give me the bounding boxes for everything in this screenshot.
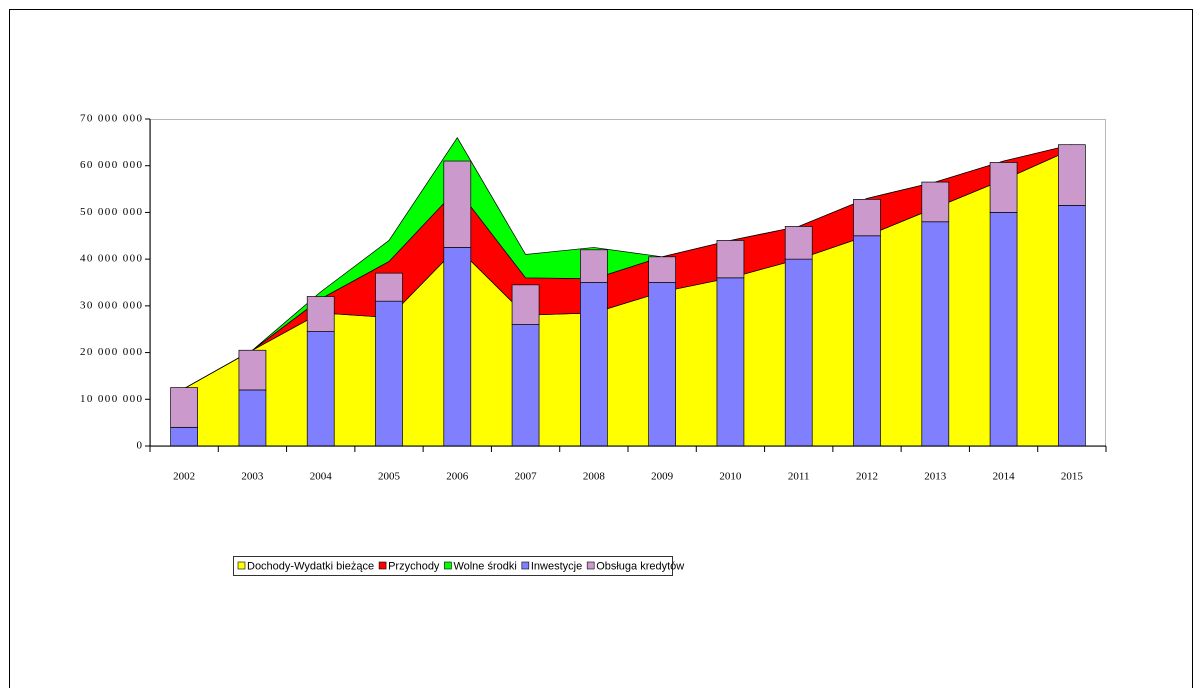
legend-label: Obsługa kredytów	[596, 560, 684, 572]
bar	[648, 282, 676, 447]
y-tick-label: 40 000 000	[80, 253, 143, 265]
bar	[238, 349, 267, 391]
bar	[443, 247, 472, 447]
x-tick-label: 2006	[446, 471, 469, 483]
y-tick-label: 10 000 000	[80, 393, 143, 405]
y-tick-label: 0	[137, 440, 143, 452]
bar	[511, 324, 540, 447]
x-tick-label: 2002	[173, 471, 195, 483]
bar	[238, 389, 267, 447]
legend-swatch	[444, 561, 452, 570]
bar	[784, 226, 813, 260]
bar	[716, 277, 745, 447]
bar	[170, 426, 198, 447]
x-tick-label: 2009	[651, 471, 674, 483]
bar	[511, 284, 540, 325]
x-tick-label: 2007	[515, 471, 538, 483]
y-tick-label: 30 000 000	[80, 299, 143, 311]
bar	[306, 331, 335, 447]
bar	[921, 181, 950, 223]
bar	[1058, 144, 1086, 206]
bar	[989, 162, 1018, 213]
legend-box	[233, 556, 673, 576]
x-tick-label: 2015	[1061, 471, 1084, 483]
legend-label: Wolne środki	[453, 560, 516, 572]
x-tick-label: 2004	[310, 471, 333, 483]
bar	[375, 272, 403, 302]
legend-swatch	[237, 561, 246, 570]
x-tick-label: 2011	[788, 471, 810, 483]
legend-label: Przychody	[388, 560, 440, 572]
bar	[853, 235, 881, 447]
y-tick-label: 20 000 000	[80, 346, 143, 358]
x-tick-label: 2014	[993, 471, 1016, 483]
bar	[306, 296, 335, 332]
y-tick-label: 50 000 000	[80, 206, 143, 218]
frame	[9, 9, 1193, 688]
bar	[853, 198, 881, 237]
bar	[1058, 205, 1086, 447]
legend-swatch	[521, 561, 530, 570]
y-tick-label: 70 000 000	[80, 113, 143, 125]
legend-swatch	[378, 561, 387, 570]
bar	[716, 240, 745, 279]
legend-label: Dochody-Wydatki bieżące	[247, 560, 374, 572]
bar	[580, 282, 608, 447]
x-tick-label: 2012	[856, 471, 878, 483]
bar	[375, 300, 403, 447]
bar	[580, 249, 608, 283]
x-tick-label: 2005	[378, 471, 401, 483]
bar	[989, 212, 1018, 447]
bar	[170, 387, 198, 428]
y-tick-label: 60 000 000	[80, 159, 143, 171]
x-tick-label: 2008	[583, 471, 606, 483]
bar	[648, 256, 676, 283]
legend-label: Inwestycje	[531, 560, 582, 572]
x-tick-label: 2013	[924, 471, 947, 483]
x-tick-label: 2003	[241, 471, 264, 483]
x-tick-label: 2010	[719, 471, 742, 483]
bar	[784, 258, 813, 447]
bar	[443, 160, 472, 248]
legend-swatch	[586, 561, 595, 570]
bar	[921, 221, 950, 447]
